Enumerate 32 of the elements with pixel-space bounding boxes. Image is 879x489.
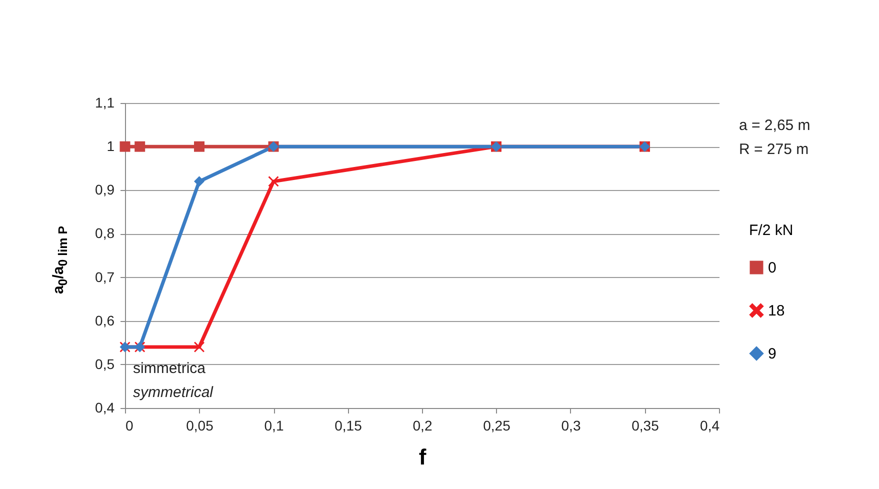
legend-label: 18 [768,302,785,320]
x-tick-label: 0,25 [483,418,511,434]
point [134,141,146,152]
y-tick-label: 0,7 [95,268,115,285]
y-tick-label: 0,4 [95,400,115,416]
point [194,342,204,352]
annotation: symmetrical [133,384,214,401]
y-tick-label: 1 [106,138,115,154]
point [268,176,279,187]
text: a = 2,65 m [739,117,810,134]
x-axis-title: f [418,444,427,470]
x-tick-label: 0,2 [412,418,432,434]
y-tick-label: 0,5 [95,356,115,372]
legend-label: 9 [768,346,776,362]
x-tick-label: 0,05 [186,418,214,434]
x-tick-label: 0,1 [264,418,284,434]
x-tick-label: 0,4 [700,418,720,434]
point [194,141,204,152]
x-tick-label: 0 [126,418,134,434]
legend-title: F/2 kN [749,222,794,239]
x-tick-label: 0,15 [334,418,362,434]
point [194,176,204,187]
x-tick-label: 0,3 [561,418,581,434]
x-tick-label: 0,35 [632,418,660,434]
annotation: simmetrica [133,360,206,377]
y-tick-label: 1,1 [95,94,115,110]
legend-label: 0 [768,260,776,276]
y-tick-label: 0,9 [95,182,115,198]
point [120,141,130,152]
y-tick-label: 0,8 [95,225,115,242]
text: R = 275 m [739,141,809,158]
y-tick-label: 0,6 [95,312,115,328]
